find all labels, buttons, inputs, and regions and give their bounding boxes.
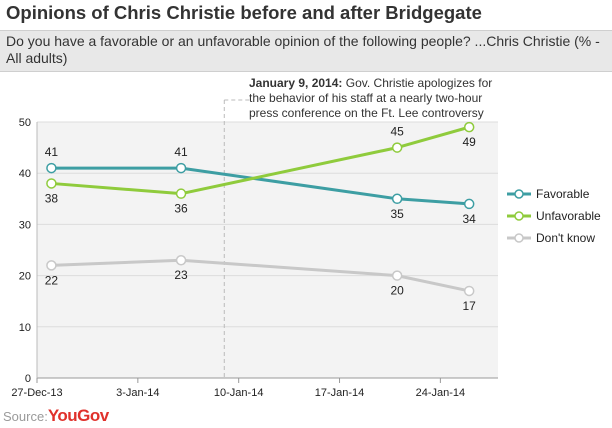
series-line [51,166,470,206]
data-point [46,162,57,174]
legend-marker [514,233,524,243]
yougov-logo: YouGov [47,406,109,425]
y-tick-label: 10 [19,322,31,334]
series-line [51,125,470,196]
y-tick-label: 40 [19,168,31,180]
data-label: 35 [390,207,404,221]
source-label: Source: [3,409,48,424]
axes: 0 10 20 30 40 50 27-Dec-13 3-Jan-14 10-Jan-14 17-… [11,117,498,399]
legend-marker [514,211,524,221]
data-point [463,121,475,133]
data-point [175,162,187,174]
legend: Favorable Unfavorable Don't know [507,187,601,245]
data-label: 38 [45,191,59,205]
series-points [46,121,475,297]
gridlines [37,121,498,328]
data-label: 22 [45,273,59,287]
annotation-text: Gov. Christie apologizes for the behavio… [249,76,493,120]
series-lines [51,125,470,293]
series-line [51,258,470,293]
subtitle-bar: Do you have a favorable or an unfavorabl… [0,30,612,72]
x-tick-label: 24-Jan-14 [416,387,466,399]
legend-label: Favorable [536,187,590,201]
event-marker [223,99,253,378]
data-point [391,142,403,153]
x-tick-label: 3-Jan-14 [116,387,159,399]
y-tick-label: 30 [19,219,31,231]
data-point [391,270,403,281]
legend-label: Don't know [536,231,595,245]
data-label: 17 [463,299,477,313]
legend-label: Unfavorable [536,209,601,223]
data-label: 34 [463,212,477,226]
data-label: 20 [390,284,404,298]
x-tick-label: 17-Jan-14 [315,387,365,399]
data-label: 36 [174,202,188,216]
source: Source:YouGov [3,406,109,426]
chart-subtitle: Do you have a favorable or an unfavorabl… [6,33,600,66]
data-point [46,178,57,189]
y-tick-label: 0 [25,373,31,385]
y-tick-label: 20 [19,271,31,283]
data-point [463,198,475,210]
data-point [175,254,187,266]
annotation-date: January 9, 2014: [249,76,343,90]
data-point [46,260,57,271]
plot-background [37,122,498,378]
data-label: 23 [174,268,188,282]
data-label: 41 [174,145,188,159]
x-tick-label: 27-Dec-13 [11,387,62,399]
plot-area [37,122,498,378]
legend-marker [514,189,524,199]
chart-title: Opinions of Chris Christie before and af… [6,2,482,23]
y-tick-label: 50 [19,117,31,129]
data-labels: 41 41 35 34 38 36 45 49 22 23 20 17 [45,125,476,313]
event-annotation: January 9, 2014: Gov. Christie apologize… [249,76,499,121]
data-point [463,285,475,297]
data-label: 45 [390,125,404,139]
x-tick-label: 10-Jan-14 [214,387,264,399]
data-point [391,193,403,205]
data-label: 41 [45,145,59,159]
data-point [175,188,187,199]
data-label: 49 [463,135,477,149]
